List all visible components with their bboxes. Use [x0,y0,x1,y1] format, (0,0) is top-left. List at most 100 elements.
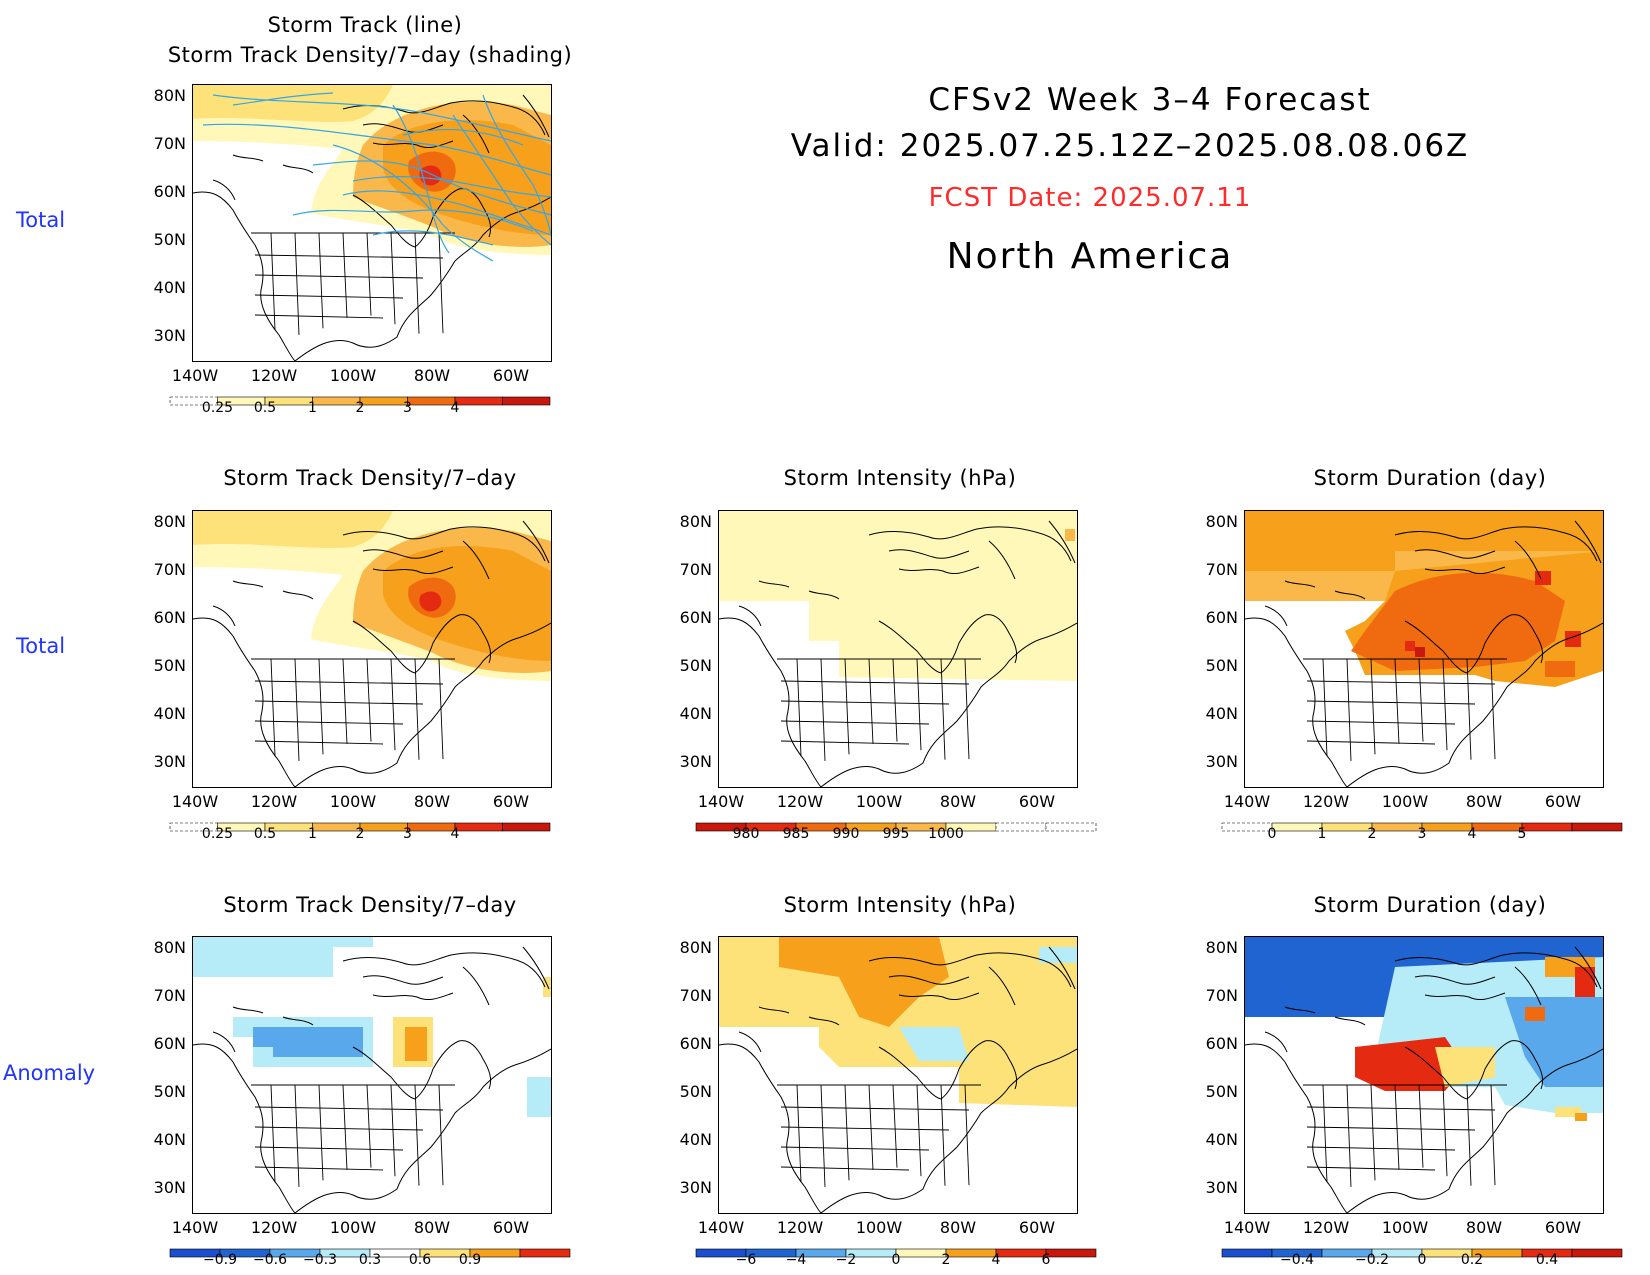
lat-label: 80N [679,938,712,957]
colorbar-tick: 995 [882,826,910,842]
shading-area [719,937,1077,1107]
lat-label: 30N [1205,752,1238,771]
panel6-title: Storm Intensity (hPa) [783,893,1017,917]
row-label-anomaly: Anomaly [3,1061,96,1085]
border [820,1084,826,1187]
border [1346,1084,1352,1187]
colorbar-density [169,818,551,832]
lat-label: 40N [153,704,186,723]
colorbar-tick: 985 [782,826,810,842]
border [414,1084,420,1186]
border [270,658,276,757]
border [294,232,300,335]
lon-label: 140W [1223,1218,1271,1237]
forecast-date: FCST Date: 2025.07.11 [928,183,1252,213]
map-canvas-6 [719,937,1077,1213]
border [892,1084,898,1168]
map-panel-5 [192,936,552,1214]
shading-cell [1555,1107,1581,1117]
coastline [342,946,550,990]
border [254,294,404,299]
colorbar-tick: 4 [1467,826,1477,842]
lon-label: 100W [855,1218,903,1237]
row-label-total-2: Total [16,634,66,658]
colorbar-tick: 0.2 [1460,1252,1484,1268]
border [1370,1084,1376,1181]
lat-label: 50N [1205,656,1238,675]
coastline [888,540,1016,580]
map-panel-6 [718,936,1078,1214]
coastlines [193,946,551,1213]
lon-label: 100W [329,366,377,385]
border [366,232,372,316]
border [1306,1126,1476,1131]
lon-label: 100W [1381,1218,1429,1237]
coastline [820,1048,1077,1213]
border [868,1084,874,1170]
lat-label: 70N [679,560,712,579]
border [1442,1084,1448,1177]
shading-cell [1575,1113,1587,1121]
colorbar-intensity_anom [695,1244,1097,1258]
border [1306,740,1436,745]
coastline [212,154,314,201]
border [270,232,276,331]
lat-label: 60N [153,608,186,627]
shading-area [193,511,393,548]
coastline [362,966,490,1006]
map-panel-4 [1244,510,1604,788]
colorbar-tick: 0.5 [253,826,277,842]
storm-track [482,94,551,236]
border [1370,658,1376,755]
border [1306,680,1496,685]
lon-label: 140W [1223,792,1271,811]
border [1394,1084,1400,1170]
lat-label: 60N [679,1034,712,1053]
coastline [294,1048,551,1213]
coastline [1245,617,1348,787]
lon-label: 60W [1018,792,1056,811]
lon-label: 100W [329,792,377,811]
lat-label: 40N [1205,1130,1238,1149]
coastline [212,1006,314,1053]
lon-label: 120W [250,366,298,385]
colorbar-tick: 4 [991,1252,1001,1268]
shading-cell [1395,511,1603,551]
lat-label: 70N [1205,986,1238,1005]
coastline [1264,1006,1366,1053]
shading-area [899,1027,969,1061]
border [1466,1084,1472,1186]
colorbar-tick: −0.9 [203,1252,237,1268]
border [1306,720,1456,725]
colorbar-tick: 0.4 [1535,1252,1559,1268]
border [1346,658,1352,761]
coastline [888,966,1016,1006]
colorbar-tick: −4 [785,1252,807,1268]
border [1306,1106,1496,1111]
panel1-title-line2: Storm Track Density/7–day (shading) [167,43,573,67]
coastline [1245,1043,1348,1213]
coastlines [1245,946,1603,1213]
lat-label: 80N [1205,512,1238,531]
border [780,740,910,745]
shading-cell [333,937,373,947]
lat-label: 50N [153,656,186,675]
map-canvas-7 [1245,937,1603,1213]
shading-cell [1565,631,1581,647]
colorbar-tick: −6 [735,1252,757,1268]
border [438,1084,444,1186]
border [796,1084,802,1183]
coastline [352,614,492,674]
valid-period: Valid: 2025.07.25.12Z–2025.08.08.06Z [790,128,1470,164]
shading-cell [1065,529,1075,541]
colorbar-tick: 1 [1317,826,1327,842]
coastline [1414,966,1542,1006]
map-panel-1 [192,84,552,362]
shading-cell [193,937,333,977]
lon-label: 120W [776,792,824,811]
lat-label: 60N [1205,1034,1238,1053]
colorbar-tick: 4 [450,826,460,842]
border [254,740,384,745]
lat-label: 30N [679,1178,712,1197]
border [844,658,850,755]
